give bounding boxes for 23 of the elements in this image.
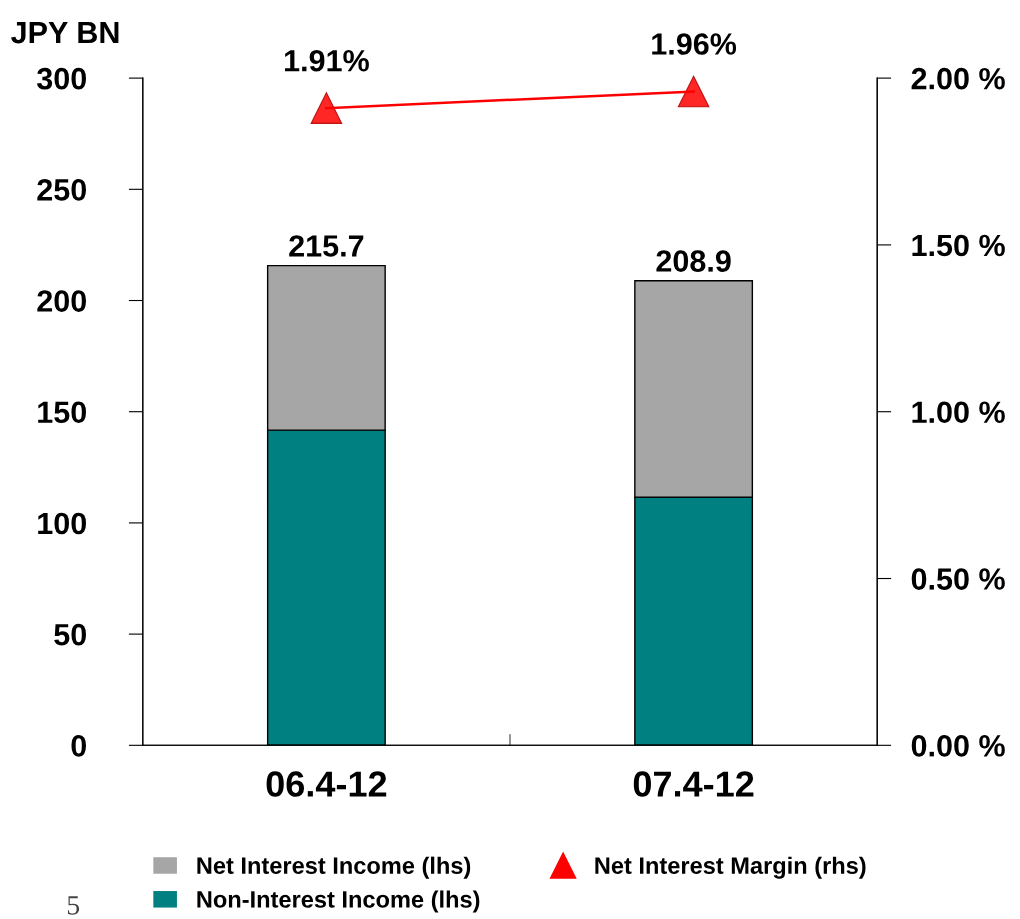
- data-label: 1.91%: [285, 49, 369, 72]
- y-tick-label: 200: [37, 290, 86, 312]
- y-axis-title: JPY BN: [11, 22, 119, 44]
- data-label: 1.96%: [652, 33, 737, 55]
- legend-label: Net Interest Margin (rhs): [595, 856, 866, 879]
- legend-label: Non-Interest Income (lhs): [197, 890, 480, 913]
- y2-tick-label: 2.00 %: [911, 67, 1005, 90]
- y-tick-label: 300: [36, 67, 86, 90]
- y-tick-label: 0: [71, 735, 86, 757]
- total-label: 215.7: [289, 235, 364, 257]
- y-tick-label: 150: [38, 401, 86, 424]
- y-tick-label: 250: [37, 179, 86, 201]
- y2-tick-label: 0.00 %: [911, 735, 1005, 757]
- legend-label: Net Interest Income (lhs): [197, 856, 471, 879]
- y-tick-label: 50: [54, 623, 86, 646]
- y2-tick-label: 1.50 %: [912, 234, 1005, 257]
- x-tick-label: 06.4-12: [266, 771, 387, 797]
- y-tick-label: 100: [38, 512, 86, 535]
- y2-tick-label: 1.00 %: [912, 401, 1005, 424]
- y2-tick-label: 0.50 %: [911, 568, 1005, 590]
- text: 5: [67, 896, 80, 915]
- total-label: 208.9: [656, 250, 731, 272]
- x-tick-label: 07.4-12: [633, 771, 754, 797]
